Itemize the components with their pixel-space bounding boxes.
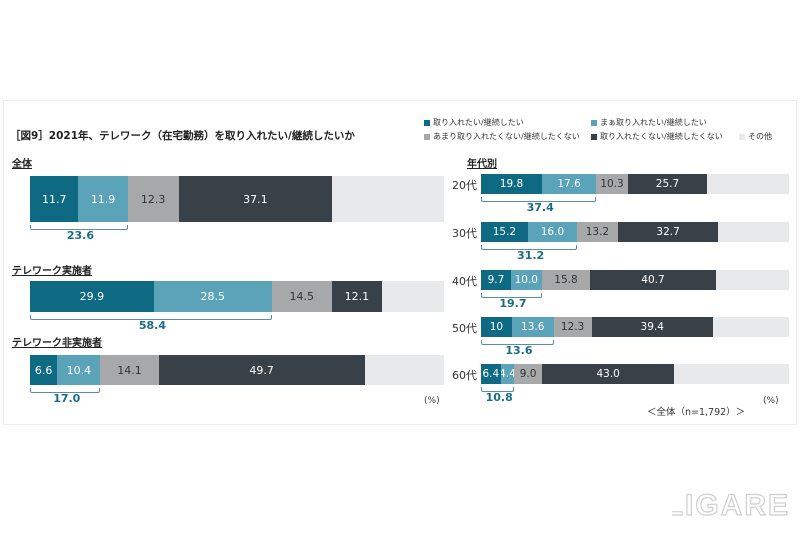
category-label: 20代 [452,179,477,192]
bar-segment: 29.9 [30,281,154,312]
legend-item-1: 取り入れたい/継続したい [424,117,524,128]
bar-segment: 39.4 [591,317,713,337]
bar-segment: 32.7 [617,222,719,242]
bar-segment: 49.7 [158,355,365,385]
bar-segment: 9.7 [481,270,511,290]
legend-swatch [739,133,745,140]
bar-segment: 9.0 [514,364,542,384]
bar-segment: 11.9 [78,176,128,222]
bar-segment-other [364,355,444,385]
bar-segment-other [712,317,789,337]
sum-bracket [481,245,578,250]
bar-segment: 19.8 [481,174,542,194]
legend-item-2: まぁ取り入れたい/継続したい [591,117,707,128]
bar-segment: 6.6 [30,355,58,385]
sum-bracket [481,293,542,298]
bar-segment: 11.7 [30,176,79,222]
bar-segment: 17.6 [541,174,597,194]
legend-label: その他 [748,132,772,141]
chart-title: ［図9］2021年、テレワーク（在宅勤務）を取り入れたい/継続したいか [10,130,355,142]
bar-segment: 15.2 [481,222,528,242]
bar-segment: 12.3 [553,317,592,337]
legend-label: まぁ取り入れたい/継続したい [600,118,707,127]
category-label: 40代 [452,275,477,288]
sum-label: 31.2 [517,249,545,262]
legend-label: 取り入れたい/継続したい [433,118,524,127]
sum-bracket [481,197,597,202]
sum-bracket [30,225,128,230]
category-label: 50代 [452,322,477,335]
bar-segment: 37.1 [178,176,333,222]
bar-segment: 14.1 [100,355,159,385]
bar-segment: 40.7 [590,270,716,290]
group-title-all: 全体 [12,159,32,170]
bar-segment: 10.0 [510,270,542,290]
bar-segment: 4.4 [500,364,515,384]
bar-segment-other [718,222,789,242]
bar-segment: 10 [481,317,512,337]
bar-segment: 14.5 [271,281,332,312]
bar-segment: 43.0 [541,364,675,384]
sum-label: 37.4 [526,201,554,214]
bar-segment: 10.4 [57,355,101,385]
sum-label: 17.0 [53,392,81,405]
group-title-non-teleworkers: テレワーク非実施者 [12,338,102,349]
legend-swatch [424,119,430,126]
legend-label: 取り入れたくない/継続したくない [600,132,723,141]
bar-segment-other [707,174,789,194]
bar-segment: 6.4 [481,364,501,384]
bar-segment: 13.6 [511,317,554,337]
sum-bracket [481,340,554,345]
group-title-teleworkers: テレワーク実施者 [12,266,92,277]
bar-segment-other [381,281,444,312]
sum-label: 13.6 [505,344,533,357]
svg-text:LIGARE: LIGARE [672,489,790,521]
sum-label: 58.4 [138,319,167,332]
sum-bracket [481,387,515,392]
watermark-logo: LIGARE [664,485,792,529]
sum-bracket [30,315,272,320]
bar-segment: 28.5 [153,281,272,312]
bar-segment: 16.0 [527,222,578,242]
unit-label-left: (%) [424,396,440,406]
legend-swatch [591,133,597,140]
sum-label: 10.8 [485,391,513,404]
unit-label-right: (%) [763,396,779,406]
bar-segment: 12.3 [127,176,179,222]
group-title-age: 年代別 [467,159,497,170]
legend-swatch [591,119,597,126]
bar-segment-other [674,364,789,384]
chart-frame [3,100,797,425]
bar-segment: 12.1 [331,281,382,312]
bar-segment: 13.2 [577,222,618,242]
bar-segment-other [332,176,444,222]
sum-label: 23.6 [66,229,94,242]
legend-swatch [424,133,430,140]
legend-item-4: 取り入れたくない/継続したくない [591,131,723,142]
bar-segment: 15.8 [541,270,591,290]
bar-segment: 25.7 [627,174,708,194]
sample-note: ＜全体（n=1,792）＞ [647,407,746,418]
category-label: 30代 [452,227,477,240]
bar-segment: 10.3 [596,174,628,194]
sum-label: 19.7 [499,297,527,310]
legend-item-3: あまり取り入れたくない/継続したくない [424,131,580,142]
category-label: 60代 [452,369,477,382]
bar-segment-other [715,270,789,290]
legend-label: あまり取り入れたくない/継続したくない [433,132,580,141]
legend-item-5: その他 [739,131,772,142]
sum-bracket [30,388,101,393]
